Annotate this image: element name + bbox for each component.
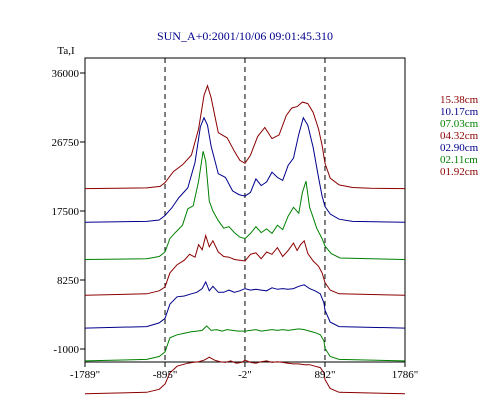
x-tick-label: -1789": [70, 369, 100, 381]
series-line-01.92cm: [84, 356, 406, 395]
legend: 15.38cm 10.17cm 07.03cm 04.32cm 02.90cm 02.11…: [440, 94, 478, 178]
series-line-02.90cm: [84, 280, 406, 329]
y-tick-label: 36000: [52, 68, 80, 80]
series-line-15.38cm: [84, 84, 406, 190]
series-line-07.03cm: [84, 151, 406, 260]
y-tick-label: 17500: [52, 206, 80, 218]
x-tick-label: 1786": [392, 369, 419, 381]
chart-title: SUN_A+0:2001/10/06 09:01:45.310: [157, 29, 333, 43]
legend-entry: 07.03cm: [440, 118, 479, 130]
x-tick-label: -2": [238, 369, 252, 381]
y-tick-label: 8250: [57, 275, 80, 287]
legend-entry: 02.11cm: [440, 154, 478, 166]
legend-entry: 10.17cm: [440, 106, 479, 118]
legend-entry: 02.90cm: [440, 142, 479, 154]
x-tick-label: -895": [153, 369, 178, 381]
legend-entry: 01.92cm: [440, 166, 479, 178]
y-axis-label: Ta,I: [57, 45, 75, 57]
series-line-04.32cm: [84, 233, 406, 296]
legend-entry: 15.38cm: [440, 94, 479, 106]
y-tick-label: 26750: [52, 137, 80, 149]
series-line-02.11cm: [84, 325, 406, 362]
x-tick-label: 892": [314, 369, 335, 381]
series-line-10.17cm: [84, 116, 406, 223]
legend-entry: 04.32cm: [440, 130, 479, 142]
y-tick-label: -1000: [53, 344, 79, 356]
